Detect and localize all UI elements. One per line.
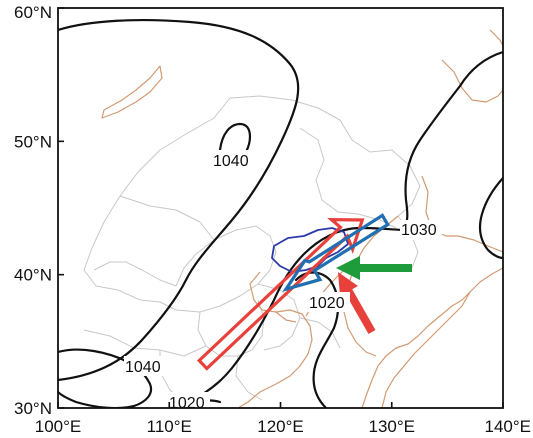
contour-label-1040-southwest: 1040 <box>125 359 161 376</box>
map-frame <box>57 7 504 409</box>
green-arrow <box>336 256 412 280</box>
y-tick-label: 30°N <box>14 399 52 418</box>
isobar-1020-center <box>294 271 340 408</box>
y-tick-label: 60°N <box>14 3 52 22</box>
y-tick-label: 50°N <box>14 132 52 151</box>
contour-label-1020-south: 1020 <box>169 395 205 412</box>
contour-label-1030: 1030 <box>401 222 437 239</box>
contour-labels: 1040 1030 1020 1040 1020 <box>124 150 442 412</box>
isobar-1040-southwest <box>58 348 153 408</box>
coastlines <box>101 29 503 408</box>
x-tick-label: 130°E <box>368 417 415 436</box>
red-hollow-arrow <box>196 217 365 371</box>
contour-label-1040-north: 1040 <box>213 153 249 170</box>
blue-hollow-arrow <box>282 213 390 292</box>
red-solid-arrow <box>338 272 376 334</box>
study-region-outline <box>271 227 349 273</box>
axis-ticks: 100°E 110°E 120°E 130°E 140°E 30°N 40°N 50°N 60°… <box>14 3 531 436</box>
isobar-1020-far-east <box>478 176 503 260</box>
x-tick-label: 120°E <box>257 417 304 436</box>
y-tick-label: 40°N <box>14 266 52 285</box>
isobar-1020-north <box>58 18 300 382</box>
x-tick-label: 100°E <box>35 417 82 436</box>
x-tick-label: 110°E <box>147 417 192 436</box>
isobars <box>58 18 503 408</box>
contour-label-1020-center: 1020 <box>309 295 345 312</box>
x-tick-label: 140°E <box>484 417 531 436</box>
